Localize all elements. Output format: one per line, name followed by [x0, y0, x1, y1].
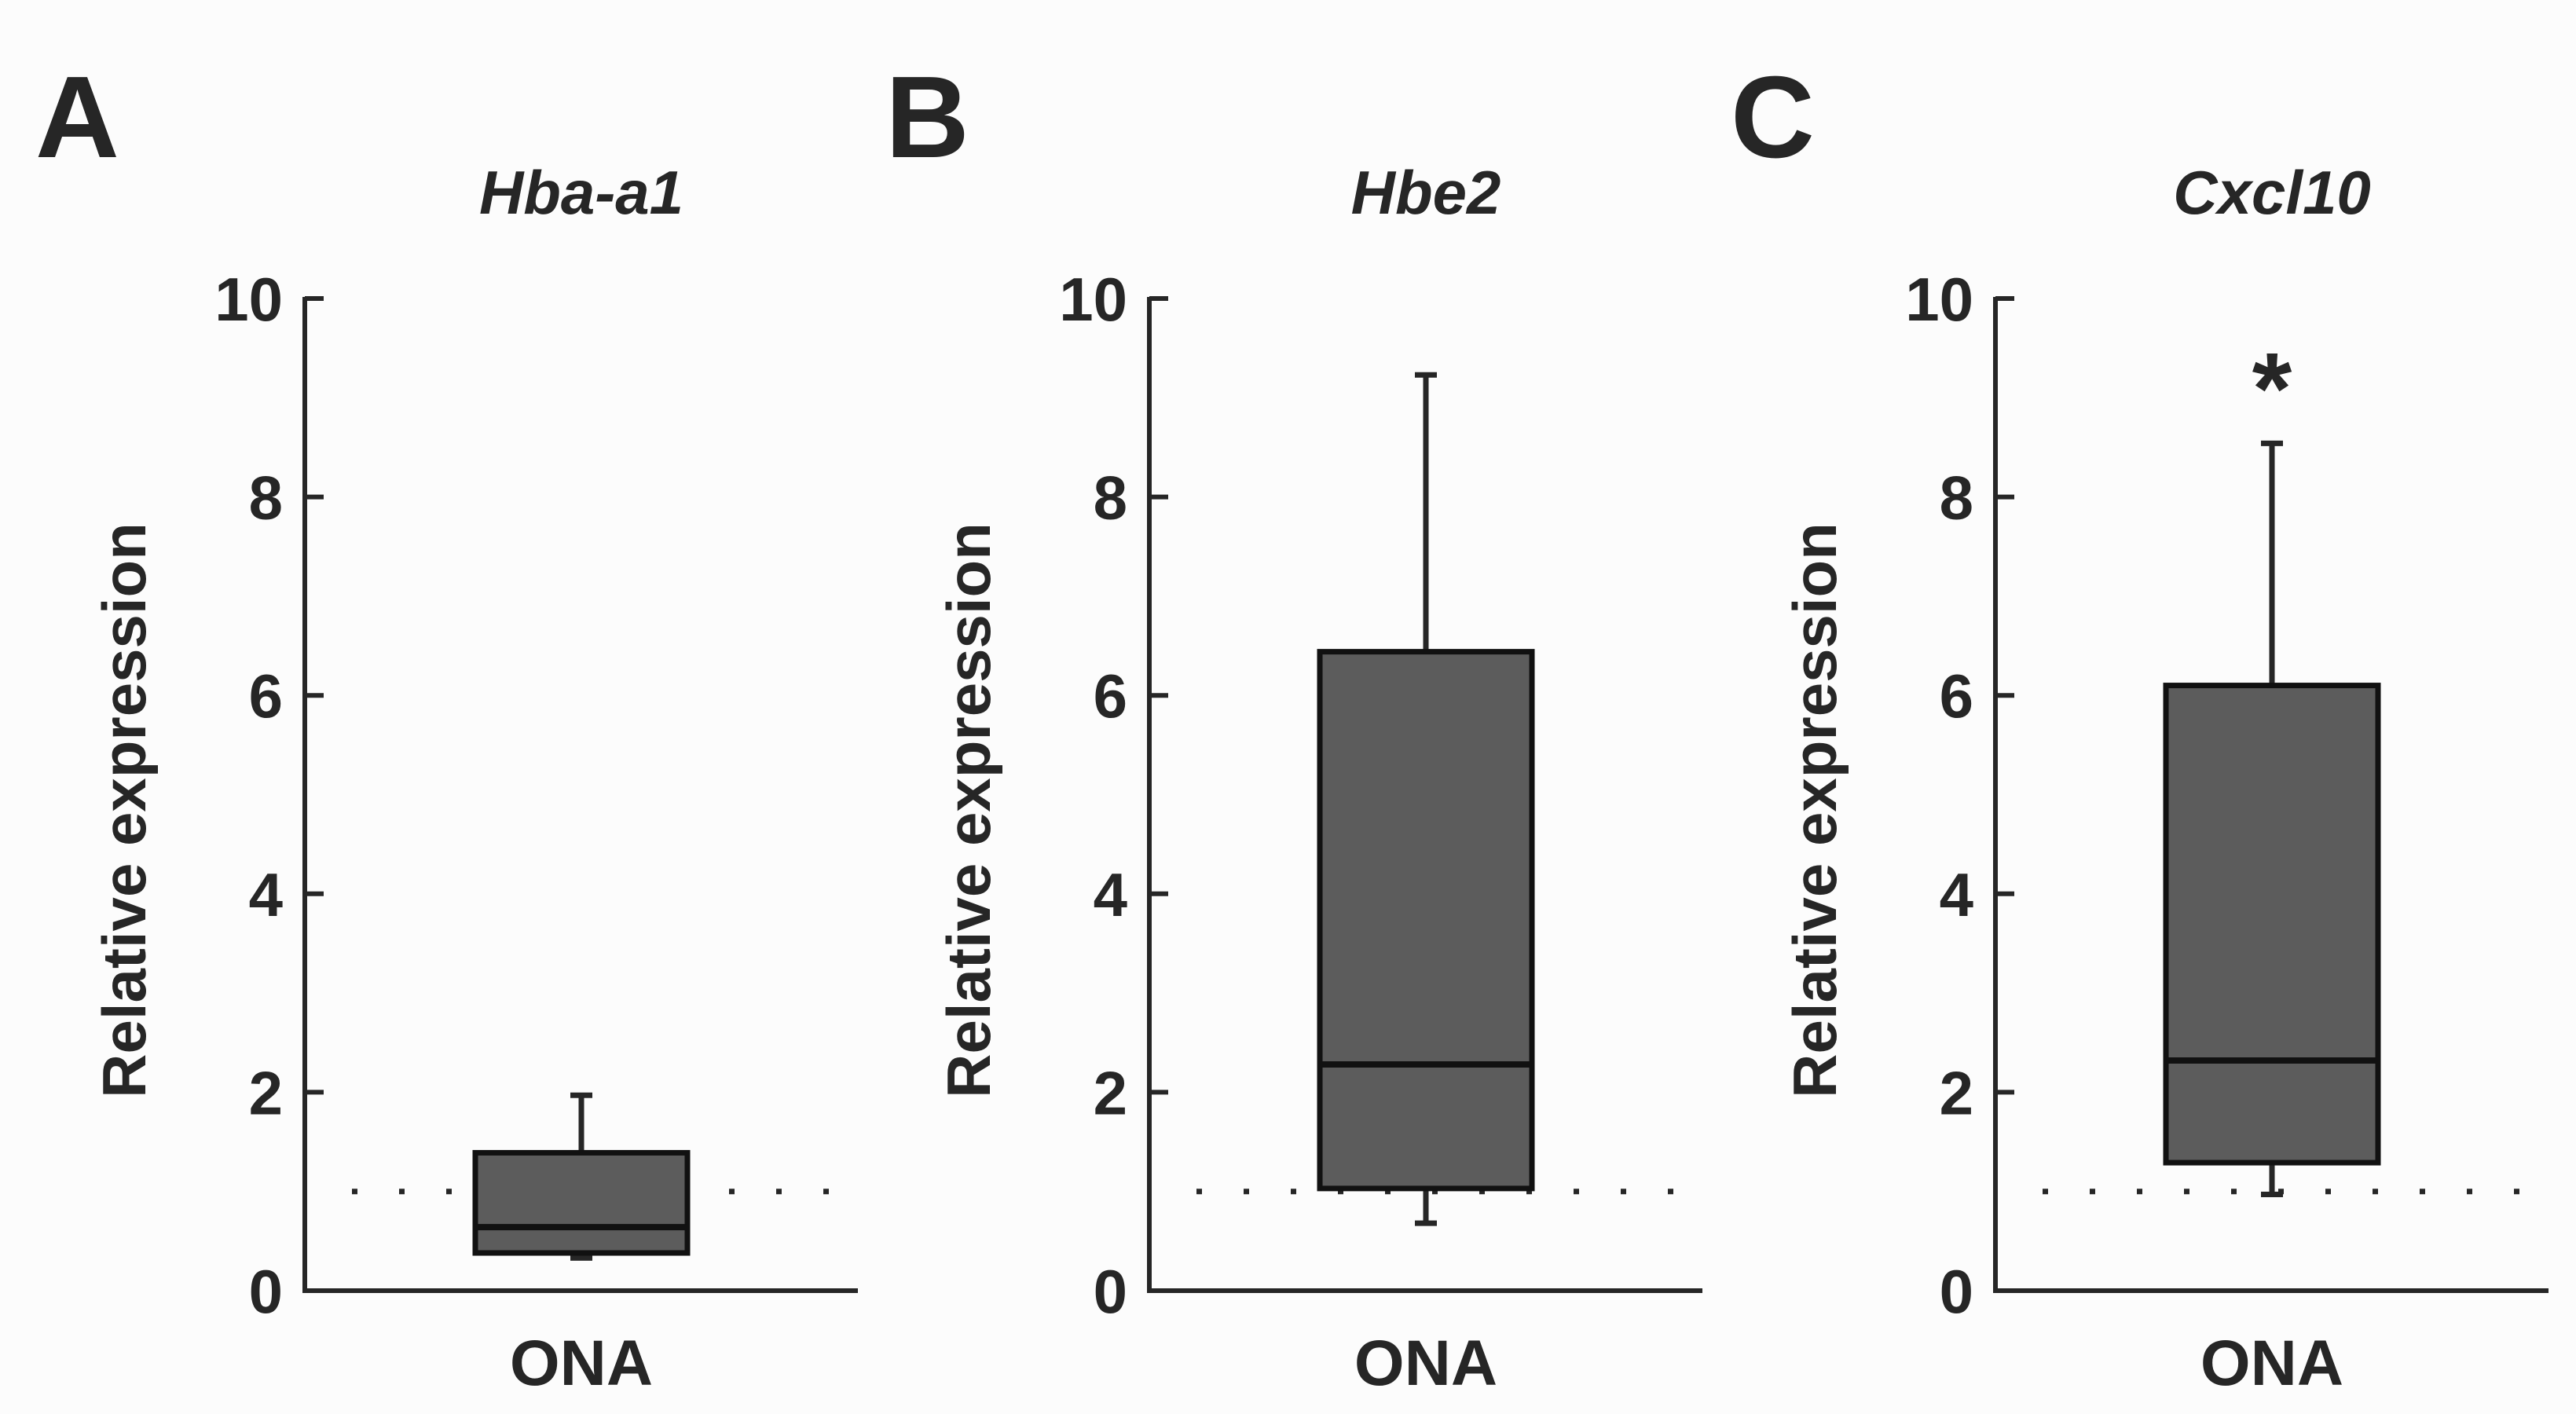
y-tick-label: 8 [249, 463, 283, 533]
y-tick-label: 8 [1094, 463, 1127, 533]
panel-letter: A [35, 53, 119, 182]
y-axis-label: Relative expression [1780, 522, 1849, 1098]
x-category-label: ONA [2200, 1328, 2343, 1399]
y-tick-label: 6 [1094, 661, 1127, 731]
panel-title: Hbe2 [1351, 158, 1501, 227]
box-iqr [472, 1149, 691, 1256]
y-tick-label: 2 [1940, 1058, 1973, 1127]
y-axis-label: Relative expression [934, 522, 1003, 1098]
y-tick-label: 6 [249, 661, 283, 731]
y-tick-label: 6 [1940, 661, 1973, 731]
y-tick-label: 2 [1094, 1058, 1127, 1127]
y-tick-label: 4 [249, 860, 283, 929]
y-axis-label: Relative expression [90, 522, 159, 1098]
y-tick-label: 0 [1094, 1257, 1127, 1326]
panel-a: A Hba-a1 0 2 4 6 8 10 Relative expression ONA [35, 53, 858, 1399]
box-iqr [1317, 649, 1535, 1192]
panel-letter: C [1731, 53, 1815, 182]
panel-letter: B [885, 53, 969, 182]
panel-title: Cxcl10 [2173, 158, 2371, 227]
y-tick-label: 10 [1905, 265, 1973, 334]
x-category-label: ONA [510, 1328, 653, 1399]
y-tick-label: 4 [1940, 860, 1973, 929]
y-tick-label: 4 [1094, 860, 1127, 929]
y-tick-label: 10 [214, 265, 283, 334]
panel-b: B Hbe2 0 2 4 6 8 10 Relative expression ONA [885, 53, 1702, 1399]
y-tick-label: 2 [249, 1058, 283, 1127]
y-tick-label: 0 [1940, 1257, 1973, 1326]
x-category-label: ONA [1354, 1328, 1497, 1399]
y-tick-label: 0 [249, 1257, 283, 1326]
panel-c: C Cxcl10 0 2 4 6 8 10 Relative expression ONA * [1731, 53, 2549, 1399]
y-tick-label: 8 [1940, 463, 1973, 533]
panel-title: Hba-a1 [479, 158, 683, 227]
box-iqr [2163, 683, 2381, 1166]
y-tick-label: 10 [1059, 265, 1127, 334]
significance-asterisk: * [2252, 331, 2292, 445]
